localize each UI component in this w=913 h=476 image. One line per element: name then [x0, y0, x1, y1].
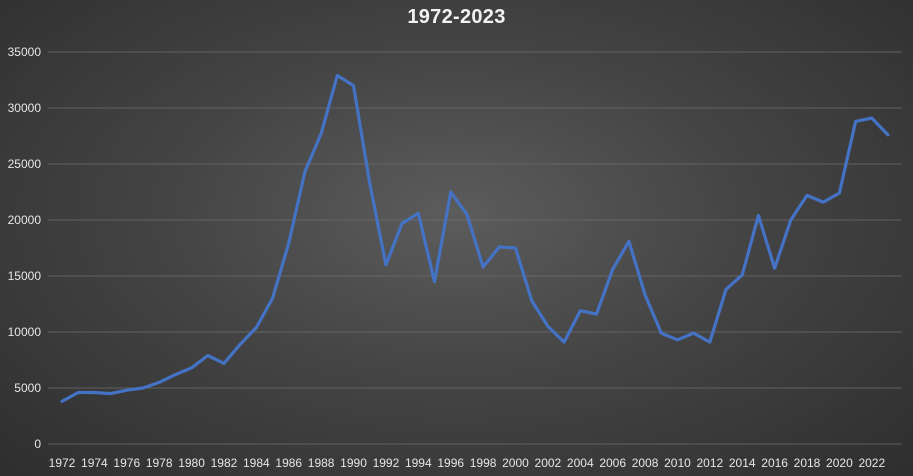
chart-title: 1972-2023: [407, 6, 506, 28]
data-point: [140, 385, 146, 391]
x-tick-label: 1972: [49, 456, 76, 470]
data-point: [788, 217, 794, 223]
data-point: [804, 192, 810, 198]
x-tick-label: 2022: [858, 456, 885, 470]
x-tick-label: 1990: [340, 456, 367, 470]
data-point: [496, 244, 502, 250]
x-tick-label: 1982: [211, 456, 238, 470]
x-tick-label: 1998: [470, 456, 497, 470]
data-point: [464, 211, 470, 217]
data-point: [59, 398, 65, 404]
data-point: [286, 241, 292, 247]
data-point: [415, 210, 421, 216]
data-point: [723, 286, 729, 292]
x-tick-label: 2006: [599, 456, 626, 470]
series-line: [60, 73, 890, 403]
x-tick-label: 1980: [178, 456, 205, 470]
data-point: [593, 311, 599, 317]
x-tick-label: 1988: [308, 456, 335, 470]
x-tick-label: 1976: [113, 456, 140, 470]
y-tick-label: 30000: [8, 101, 42, 115]
x-tick-label: 1984: [243, 456, 270, 470]
data-point: [253, 325, 259, 331]
data-point: [318, 131, 324, 137]
data-point: [383, 262, 389, 268]
x-axis-tick-labels: 1972 1974 1976 1978 1980 1982 1984 1986 1988 1990…: [49, 456, 886, 470]
data-point: [853, 118, 859, 124]
y-tick-label: 0: [34, 437, 41, 451]
x-tick-label: 1996: [437, 456, 464, 470]
data-point: [351, 83, 357, 89]
x-tick-label: 1994: [405, 456, 432, 470]
x-tick-label: 1978: [146, 456, 173, 470]
data-point: [270, 295, 276, 301]
x-tick-label: 2020: [826, 456, 853, 470]
data-point: [448, 189, 454, 195]
x-tick-label: 2000: [502, 456, 529, 470]
data-point: [189, 365, 195, 371]
data-point: [755, 213, 761, 219]
data-point: [610, 266, 616, 272]
x-tick-label: 2004: [567, 456, 594, 470]
data-point: [480, 264, 486, 270]
data-point: [529, 298, 535, 304]
data-point: [561, 339, 567, 345]
x-tick-label: 1986: [275, 456, 302, 470]
y-tick-label: 5000: [14, 381, 41, 395]
data-point: [221, 360, 227, 366]
data-point: [836, 190, 842, 196]
data-point: [367, 180, 373, 186]
x-tick-label: 2018: [794, 456, 821, 470]
data-point: [658, 330, 664, 336]
x-tick-label: 1992: [373, 456, 400, 470]
y-tick-label: 35000: [8, 45, 42, 59]
data-point: [399, 220, 405, 226]
data-point: [869, 115, 875, 121]
data-point: [205, 353, 211, 359]
data-point: [302, 169, 308, 175]
x-tick-label: 2010: [664, 456, 691, 470]
data-point: [432, 279, 438, 285]
y-tick-label: 10000: [8, 325, 42, 339]
x-tick-label: 2008: [632, 456, 659, 470]
data-point: [512, 245, 518, 251]
x-tick-label: 2012: [696, 456, 723, 470]
data-point: [674, 337, 680, 343]
x-tick-label: 1974: [81, 456, 108, 470]
data-point: [707, 339, 713, 345]
data-point: [739, 272, 745, 278]
x-tick-label: 2014: [729, 456, 756, 470]
y-tick-label: 20000: [8, 213, 42, 227]
x-tick-label: 2016: [761, 456, 788, 470]
y-tick-label: 25000: [8, 157, 42, 171]
data-point: [91, 389, 97, 395]
data-point: [545, 323, 551, 329]
series-layer: [59, 73, 891, 404]
data-point: [577, 308, 583, 314]
data-point: [642, 292, 648, 298]
gridlines: [48, 51, 902, 445]
data-point: [626, 238, 632, 244]
data-point: [772, 265, 778, 271]
data-point: [820, 199, 826, 205]
data-point: [156, 379, 162, 385]
y-tick-label: 15000: [8, 269, 42, 283]
x-tick-label: 2002: [535, 456, 562, 470]
data-point: [334, 73, 340, 79]
data-point: [108, 391, 114, 397]
data-point: [172, 372, 178, 378]
data-point: [885, 132, 891, 138]
data-point: [75, 389, 81, 395]
y-axis-tick-labels: 0 5000 10000 15000 20000 25000 30000 35000: [8, 45, 42, 451]
data-point: [124, 387, 130, 393]
data-point: [691, 330, 697, 336]
data-point: [237, 341, 243, 347]
